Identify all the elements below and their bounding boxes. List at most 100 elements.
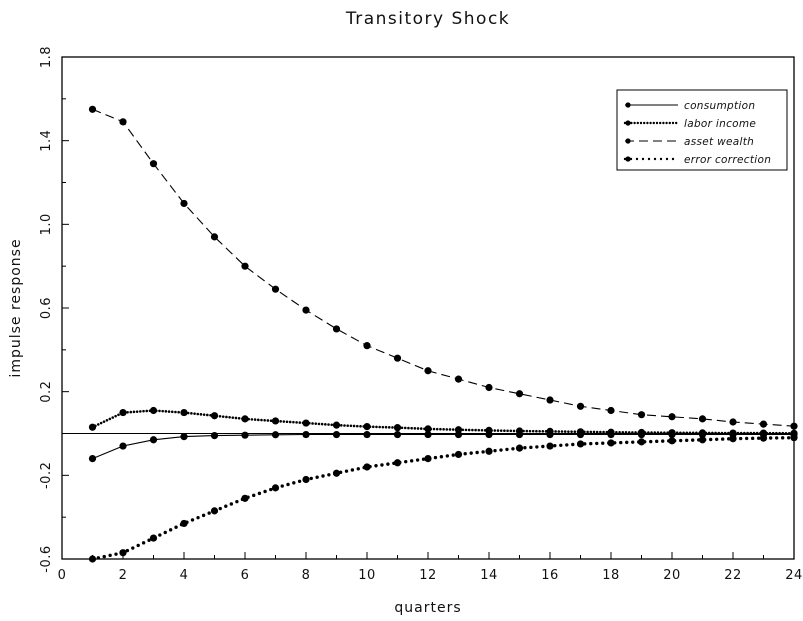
x-tick-label: 4 (180, 568, 189, 583)
series-line (90, 436, 796, 561)
legend-marker (625, 102, 631, 108)
data-point (210, 412, 219, 420)
y-tick-label: 1.0 (39, 213, 54, 235)
data-point (485, 447, 493, 455)
data-point (119, 549, 127, 557)
data-point (759, 429, 768, 437)
data-point (698, 415, 707, 423)
data-point (210, 431, 219, 440)
data-point (302, 419, 310, 427)
data-point (729, 429, 737, 437)
data-point (424, 367, 432, 375)
data-point (149, 534, 158, 542)
data-point (210, 507, 219, 515)
data-point (271, 484, 280, 492)
x-tick-label: 8 (302, 568, 311, 583)
data-point (363, 342, 371, 350)
data-point (180, 408, 188, 417)
data-point (515, 390, 524, 398)
data-point (698, 436, 707, 444)
series-labor-income (88, 406, 798, 437)
data-point (393, 354, 402, 362)
data-point (363, 422, 371, 431)
data-point (759, 434, 768, 442)
series-consumption (88, 430, 798, 463)
axis-ticks: 0 2 4 6 8 10 12 14 16 18 20 22 24-0.6-0.20.20.61.01.… (39, 46, 803, 583)
data-point (698, 429, 707, 437)
data-point (241, 494, 249, 502)
data-point (454, 426, 463, 434)
data-point (424, 430, 432, 439)
x-axis-title: quarters (394, 600, 461, 616)
x-tick-label: 10 (358, 568, 376, 583)
y-tick-label: -0.2 (39, 462, 54, 489)
data-point (607, 439, 615, 447)
data-point (88, 555, 97, 563)
x-tick-label: 6 (241, 568, 250, 583)
data-point (515, 444, 524, 452)
x-tick-label: 14 (480, 568, 498, 583)
data-point (241, 415, 249, 423)
x-tick-label: 12 (419, 568, 437, 583)
data-point (119, 408, 127, 417)
data-point (729, 435, 737, 443)
x-tick-label: 0 (58, 568, 67, 583)
legend-box (616, 89, 788, 171)
data-point (790, 422, 798, 430)
data-point (393, 430, 402, 439)
data-point (302, 430, 310, 439)
data-point (668, 437, 676, 445)
series-line (92, 108, 795, 427)
data-point (485, 383, 493, 392)
y-tick-label: -0.6 (39, 545, 54, 572)
data-point (668, 413, 676, 421)
y-tick-label: 1.4 (39, 130, 54, 152)
y-tick-label: 1.8 (39, 46, 54, 68)
data-point (88, 105, 97, 113)
data-point (424, 425, 432, 433)
data-point (180, 433, 188, 441)
data-point (88, 455, 97, 463)
series-asset-wealth (88, 105, 798, 430)
data-point (363, 430, 371, 439)
data-point (88, 423, 97, 431)
y-tick-label: 0.6 (39, 297, 54, 319)
legend-label: error correction (684, 154, 771, 166)
data-point (119, 118, 127, 126)
data-point (119, 442, 127, 450)
data-point (332, 469, 341, 477)
x-tick-label: 18 (602, 568, 620, 583)
data-point (576, 428, 585, 436)
legend-marker (625, 120, 631, 126)
x-tick-label: 2 (119, 568, 128, 583)
data-point (241, 431, 249, 439)
data-point (149, 160, 158, 168)
x-tick-label: 22 (724, 568, 742, 583)
x-tick-label: 24 (785, 568, 803, 583)
chart-title: Transitory Shock (345, 9, 510, 29)
data-point (576, 440, 585, 448)
data-point (393, 459, 402, 467)
data-point (332, 430, 341, 439)
series-line (92, 433, 794, 460)
series-layer (88, 105, 798, 563)
data-point (241, 262, 249, 270)
data-point (210, 233, 219, 241)
legend-label: asset wealth (684, 136, 754, 148)
data-point (729, 418, 737, 426)
data-point (393, 424, 402, 432)
x-tick-label: 20 (663, 568, 681, 583)
legend-marker (625, 156, 631, 162)
data-point (607, 428, 615, 436)
data-point (576, 402, 585, 410)
data-point (454, 375, 463, 383)
data-point (332, 421, 341, 429)
data-point (546, 442, 554, 450)
data-point (454, 450, 463, 459)
y-tick-label: 0.2 (39, 381, 54, 403)
data-point (546, 427, 554, 436)
data-point (637, 411, 646, 419)
series-error-correction (88, 434, 798, 563)
legend: consumption labor income asset wealth error… (616, 89, 788, 171)
